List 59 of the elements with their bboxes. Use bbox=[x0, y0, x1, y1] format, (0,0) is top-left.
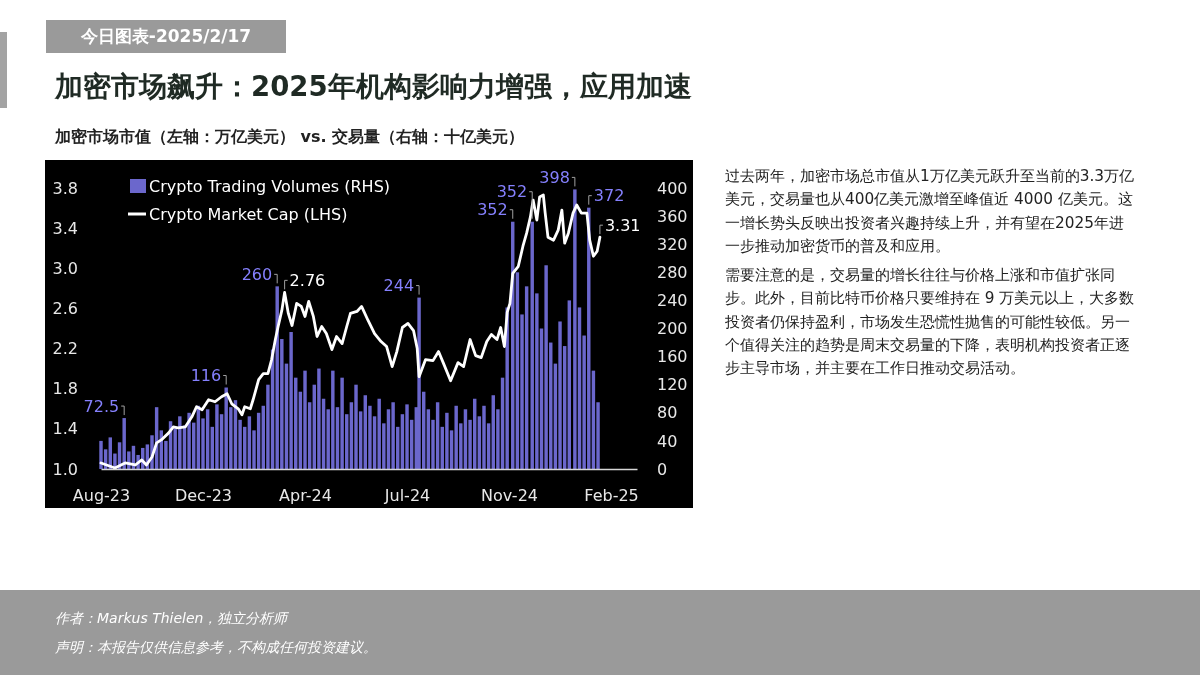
text: 过去两年，加密市场总市值从1万亿美元跃升至当前的3.3万亿美元，交易量也从400亿美元激增至峰值近 4000 亿美元。这一增长势头反映出投资者兴趣持续上升，并有望在2025年进一步推动加密货币的普及和应用。 bbox=[725, 166, 1135, 257]
data-label: 72.5 bbox=[83, 396, 120, 416]
data-label: 3.31 bbox=[604, 215, 641, 235]
bar bbox=[544, 265, 548, 469]
x-tick-label: Feb-25 bbox=[584, 486, 639, 506]
text: 需要注意的是，交易量的增长往往与价格上涨和市值扩张同步。此外，目前比特币价格只要维持在 9 万美元以上，大多数投资者仍保持盈利，市场发生恐慌性抛售的可能性较低。另一个值得关注的趋势是周末交易量的下降，表明机构投资者正逐步主导市场，并主要在工作日推动交易活动。 bbox=[725, 265, 1135, 380]
y2-tick-label: 320 bbox=[657, 234, 688, 254]
y2-tick-label: 120 bbox=[657, 375, 688, 395]
legend-label: Crypto Market Cap (LHS) bbox=[149, 204, 348, 224]
bar bbox=[482, 405, 486, 469]
bar bbox=[289, 332, 293, 469]
y2-tick-label: 280 bbox=[657, 262, 688, 282]
y2-tick-label: 40 bbox=[657, 431, 678, 451]
x-tick-label: Apr-24 bbox=[279, 486, 332, 506]
data-label: 2.76 bbox=[289, 270, 326, 290]
bar bbox=[317, 368, 321, 469]
y2-tick-label: 240 bbox=[657, 291, 688, 311]
data-label: 352 bbox=[477, 200, 508, 220]
y2-tick-label: 0 bbox=[657, 459, 668, 479]
y2-tick-label: 160 bbox=[657, 347, 688, 367]
bar bbox=[445, 412, 449, 469]
bar bbox=[573, 189, 577, 469]
data-label: 398 bbox=[539, 167, 570, 187]
y2-tick-label: 360 bbox=[657, 206, 688, 226]
chart-title: 加密市场飙升：2025年机构影响力增强，应用加速 bbox=[55, 69, 692, 104]
y2-tick-label: 400 bbox=[657, 178, 688, 198]
data-label: 244 bbox=[383, 276, 415, 296]
text: 今日图表-2025/2/17 bbox=[80, 25, 252, 48]
bar bbox=[558, 321, 562, 469]
bar bbox=[99, 440, 103, 469]
text: 作者：Markus Thielen，独立分析师 bbox=[55, 609, 290, 628]
bar bbox=[405, 404, 409, 469]
data-label: 352 bbox=[496, 182, 528, 202]
bar bbox=[391, 402, 395, 469]
y-tick-label: 1.0 bbox=[52, 459, 78, 479]
chart-subtitle: 加密市场市值（左轴：万亿美元） vs. 交易量（右轴：十亿美元） bbox=[55, 126, 525, 148]
x-tick-label: Nov-24 bbox=[481, 486, 538, 506]
y-tick-label: 3.8 bbox=[52, 178, 78, 198]
y-tick-label: 3.4 bbox=[52, 218, 78, 238]
data-label: 116 bbox=[190, 366, 222, 386]
bar bbox=[215, 404, 219, 469]
y-tick-label: 1.8 bbox=[52, 379, 78, 399]
text: 声明：本报告仅供信息参考，不构成任何投资建议。 bbox=[55, 638, 378, 657]
bar bbox=[303, 370, 307, 469]
y-tick-label: 1.4 bbox=[52, 419, 78, 439]
bar bbox=[187, 412, 191, 469]
bar bbox=[340, 377, 344, 469]
y2-tick-label: 80 bbox=[657, 403, 678, 423]
y-tick-label: 2.2 bbox=[52, 339, 78, 359]
data-label: 372 bbox=[593, 186, 625, 206]
bar bbox=[354, 384, 358, 469]
y-tick-label: 2.6 bbox=[52, 299, 78, 319]
y2-tick-label: 200 bbox=[657, 319, 688, 339]
data-label: 260 bbox=[241, 264, 273, 284]
x-tick-label: Jul-24 bbox=[383, 486, 431, 506]
x-tick-label: Dec-23 bbox=[174, 486, 233, 506]
y-tick-label: 3.0 bbox=[52, 258, 78, 278]
x-tick-label: Aug-23 bbox=[72, 486, 131, 506]
legend-label: Crypto Trading Volumes (RHS) bbox=[149, 176, 391, 196]
